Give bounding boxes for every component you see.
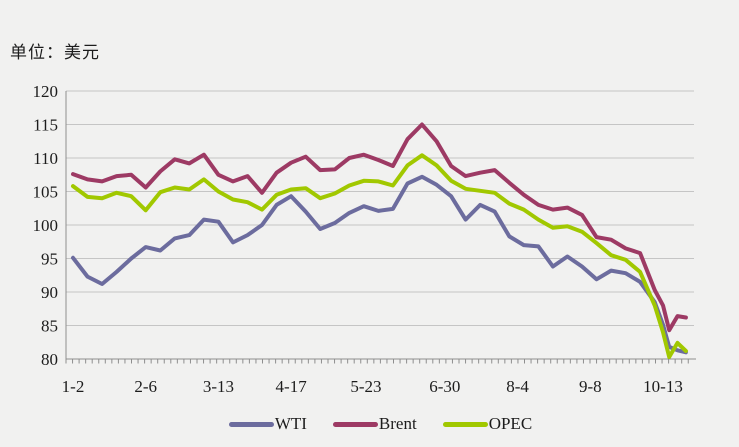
y-tick-label-120: 120 [33,82,59,101]
legend-label-wti: WTI [274,414,307,433]
x-axis-tick-labels: 1-2 2-6 3-13 4-17 5-23 6-30 8-4 9-8 10-13 [62,377,683,396]
y-tick-label-115: 115 [33,116,58,135]
x-tick-label-6-30: 6-30 [429,377,460,396]
x-tick-label-10-13: 10-13 [643,377,683,396]
series-line-opec [71,153,688,359]
chart-unit-title: 单位：美元 [10,43,100,62]
x-tick-label-5-23: 5-23 [350,377,381,396]
x-tick-label-1-2: 1-2 [62,377,85,396]
y-tick-label-105: 105 [33,183,59,202]
series-line-wti [71,174,688,355]
x-minor-ticks [65,359,689,364]
x-tick-label-8-4: 8-4 [506,377,529,396]
y-tick-label-90: 90 [41,283,58,302]
legend-item-brent: Brent [332,414,417,434]
series-line-brent [71,122,688,333]
y-tick-label-80: 80 [41,350,58,369]
chart-legend: WTI Brent OPEC [0,412,739,436]
gridlines [66,90,694,326]
legend-label-opec: OPEC [488,414,533,433]
y-tick-label-110: 110 [33,149,58,168]
y-tick-label-100: 100 [33,216,59,235]
series-lines [71,122,688,359]
x-tick-label-3-13: 3-13 [203,377,234,396]
legend-item-wti: WTI [228,414,307,434]
x-tick-label-9-8: 9-8 [579,377,602,396]
legend-swatch-wti [228,421,274,427]
y-tick-label-95: 95 [41,250,58,269]
y-tick-label-85: 85 [41,317,58,336]
legend-item-opec: OPEC [442,414,533,434]
y-axis-tick-labels: 80 85 90 95 100 105 110 115 120 [33,82,59,369]
legend-swatch-brent [332,421,378,427]
legend-swatch-opec [442,421,488,427]
x-tick-label-4-17: 4-17 [276,377,308,396]
x-tick-label-2-6: 2-6 [134,377,157,396]
legend-label-brent: Brent [378,414,417,433]
